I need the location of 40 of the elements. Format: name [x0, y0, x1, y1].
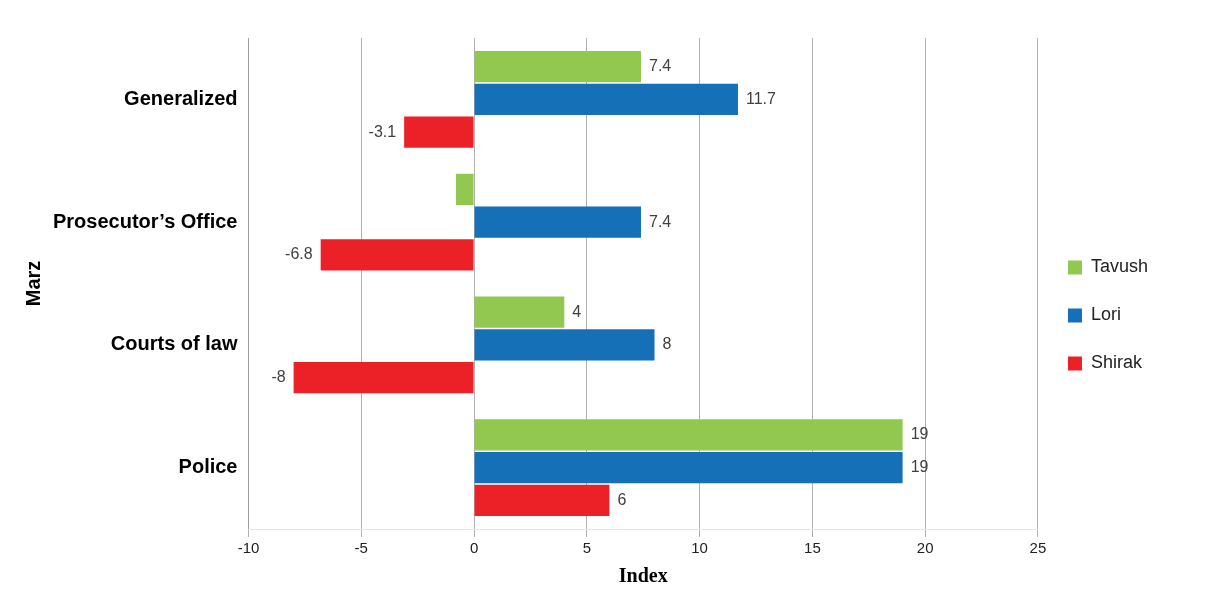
x-tick-label: -5: [354, 539, 368, 557]
bar: [474, 329, 655, 361]
data-label: 8: [662, 335, 672, 353]
data-label: 7.4: [648, 212, 672, 230]
data-label: -3.1: [368, 122, 397, 140]
data-label: 7.4: [648, 57, 672, 75]
x-tick-label: -10: [237, 539, 260, 557]
legend-label: Tavush: [1090, 256, 1149, 277]
y-tick-label: Police: [178, 455, 238, 478]
bar: [474, 83, 738, 115]
x-tick-label: 20: [916, 539, 934, 557]
bar: [320, 239, 474, 271]
bar: [474, 452, 903, 484]
y-axis-title: Marz: [21, 260, 44, 307]
bar: [293, 362, 474, 394]
x-tick-label: 25: [1029, 539, 1047, 557]
data-label: 11.7: [745, 89, 777, 107]
y-tick-label: Generalized: [124, 86, 238, 109]
y-tick-label: Prosecutor’s Office: [52, 209, 238, 232]
data-label: 6: [617, 490, 627, 508]
data-label: 19: [910, 425, 929, 443]
bar: [456, 173, 474, 205]
data-label: -8: [271, 368, 286, 386]
data-label: -6.8: [285, 245, 313, 263]
data-label: 19: [910, 458, 929, 476]
bar: [474, 419, 903, 451]
bar: [474, 484, 610, 516]
x-tick-label: 10: [691, 539, 708, 557]
bar: [404, 116, 474, 148]
y-tick-label: Courts of law: [110, 332, 238, 355]
data-label: 4: [572, 302, 582, 320]
x-tick-label: 15: [804, 539, 821, 557]
bar: [474, 51, 641, 83]
x-axis-title: Index: [618, 564, 668, 587]
bar: [474, 206, 641, 238]
bar: [474, 296, 565, 328]
legend-label: Shirak: [1090, 352, 1143, 373]
x-tick-label: 5: [582, 539, 592, 557]
x-tick-label: 0: [469, 539, 479, 557]
legend-label: Lori: [1090, 304, 1121, 325]
